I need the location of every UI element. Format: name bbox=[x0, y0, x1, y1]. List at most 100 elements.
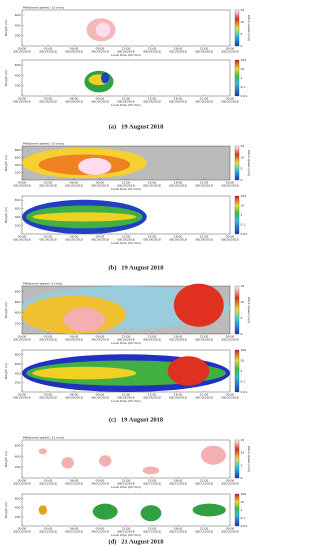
x-tick-time: 15:00 bbox=[148, 479, 157, 483]
x-tick-date: 08/19/2018 bbox=[143, 184, 160, 188]
x-tick-date: 08/19/2018 bbox=[195, 338, 212, 342]
figure: MWs(wind speed): 15 (m/s) Height (m) 200 40… bbox=[4, 6, 251, 546]
y-axis-label: Height (m) bbox=[4, 363, 8, 379]
x-tick-time: 03:00 bbox=[44, 479, 53, 483]
x-tick-date: 08/19/2018 bbox=[117, 238, 134, 242]
colorbar-tick-label: 1 bbox=[241, 213, 243, 217]
x-tick-date: 08/19/2018 bbox=[91, 50, 108, 54]
x-tick-date: 08/20/2018 bbox=[221, 50, 238, 54]
plot-title: MWs(wind speed): 5 (m/s) bbox=[23, 282, 62, 286]
x-tick-time: 03:00 bbox=[44, 335, 53, 339]
x-tick-time: 12:00 bbox=[122, 479, 131, 483]
colorbar-tick-label: 10 bbox=[241, 67, 245, 71]
x-tick-time: 18:00 bbox=[174, 393, 183, 397]
x-tick-time: 21:00 bbox=[200, 479, 209, 483]
x-tick-time: 21:00 bbox=[200, 335, 209, 339]
x-tick-date: 08/21/2018 bbox=[169, 530, 186, 534]
x-tick-time: 00:00 bbox=[226, 479, 235, 483]
x-axis-label: Local time (hh:mm) bbox=[111, 103, 140, 107]
x-tick-date: 08/19/2018 bbox=[39, 338, 56, 342]
colorbar bbox=[234, 349, 240, 393]
y-tick-label: 400 bbox=[15, 23, 21, 27]
y-tick-label: 400 bbox=[15, 506, 21, 510]
x-tick-date: 08/21/2018 bbox=[65, 482, 82, 486]
y-tick-label: 600 bbox=[15, 362, 21, 366]
y-axis-label: Height (m) bbox=[4, 155, 8, 171]
colorbar-tick-label: 0 bbox=[241, 44, 243, 48]
colorbar-tick-label: 10 bbox=[241, 20, 245, 24]
x-tick-date: 08/19/2018 bbox=[91, 238, 108, 242]
colorbar-tick-label: 5 bbox=[241, 167, 243, 171]
y-tick-label: 600 bbox=[15, 155, 21, 159]
colorbar-tick-label: 1 bbox=[241, 369, 243, 373]
colorbar-tick-label: 5 bbox=[241, 32, 243, 36]
colorbar-label: Wind speed (m/s) bbox=[247, 297, 251, 323]
x-tick-time: 18:00 bbox=[174, 479, 183, 483]
plot-area bbox=[21, 59, 231, 97]
x-tick-time: 09:00 bbox=[96, 335, 105, 339]
x-tick-time: 00:00 bbox=[18, 97, 27, 101]
field-pattern bbox=[167, 356, 210, 386]
colorbar-tick-label: 0.1 bbox=[241, 380, 246, 384]
colorbar-tick-label: 10 bbox=[241, 155, 245, 159]
y-tick-label: 400 bbox=[15, 73, 21, 77]
x-tick-time: 18:00 bbox=[174, 335, 183, 339]
y-tick-label: 800 bbox=[15, 289, 21, 293]
x-tick-time: 12:00 bbox=[122, 235, 131, 239]
x-tick-time: 09:00 bbox=[96, 181, 105, 185]
x-tick-date: 08/19/2018 bbox=[13, 238, 30, 242]
colorbar-tick-label: 0.01 bbox=[241, 524, 248, 528]
x-tick-date: 08/21/2018 bbox=[143, 482, 160, 486]
x-tick-date: 08/19/2018 bbox=[65, 396, 82, 400]
colorbar-tick-label: 15 bbox=[241, 144, 245, 148]
x-axis-label: Local time (hh:mm) bbox=[111, 53, 140, 57]
x-tick-time: 12:00 bbox=[122, 47, 131, 51]
colorbar bbox=[234, 145, 240, 181]
colorbar-label: Wind speed (m/s) bbox=[247, 446, 251, 472]
x-tick-time: 06:00 bbox=[70, 335, 79, 339]
panel-caption: (b) 19 August 2018 bbox=[108, 264, 164, 271]
colorbar-tick-label: 15 bbox=[241, 8, 245, 12]
x-tick-date: 08/19/2018 bbox=[91, 338, 108, 342]
x-tick-date: 08/19/2018 bbox=[91, 184, 108, 188]
colorbar-tick-label: 15 bbox=[241, 438, 245, 442]
panel-caption: (a) 19 August 2018 bbox=[109, 123, 164, 130]
field-pattern bbox=[63, 307, 106, 332]
colorbar-tick-label: 0.01 bbox=[241, 390, 248, 394]
x-tick-time: 06:00 bbox=[70, 393, 79, 397]
x-tick-date: 08/19/2018 bbox=[169, 184, 186, 188]
y-tick-label: 200 bbox=[15, 381, 21, 385]
x-tick-date: 08/19/2018 bbox=[143, 50, 160, 54]
x-tick-date: 08/21/2018 bbox=[117, 530, 134, 534]
x-tick-time: 12:00 bbox=[122, 527, 131, 531]
x-tick-date: 08/19/2018 bbox=[65, 238, 82, 242]
x-tick-date: 08/19/2018 bbox=[143, 100, 160, 104]
x-tick-time: 06:00 bbox=[70, 97, 79, 101]
colorbar-tick-label: 10 bbox=[241, 359, 245, 363]
x-tick-time: 15:00 bbox=[148, 335, 157, 339]
x-tick-time: 00:00 bbox=[226, 527, 235, 531]
x-tick-date: 08/19/2018 bbox=[13, 184, 30, 188]
colorbar-tick-label: 0.1 bbox=[241, 516, 246, 520]
x-tick-date: 08/19/2018 bbox=[13, 50, 30, 54]
y-tick-label: 800 bbox=[15, 198, 21, 202]
colorbar-tick-label: 10 bbox=[241, 204, 245, 208]
colorbar bbox=[234, 439, 240, 479]
x-tick-time: 06:00 bbox=[70, 527, 79, 531]
x-tick-date: 08/21/2018 bbox=[169, 482, 186, 486]
colorbar-tick-label: 0.1 bbox=[241, 85, 246, 89]
x-tick-time: 09:00 bbox=[96, 393, 105, 397]
x-tick-date: 08/19/2018 bbox=[169, 50, 186, 54]
x-tick-time: 18:00 bbox=[174, 97, 183, 101]
x-tick-date: 08/19/2018 bbox=[195, 396, 212, 400]
colorbar-tick-label: 0 bbox=[241, 178, 243, 182]
y-axis-label: Height (m) bbox=[4, 20, 8, 36]
x-tick-time: 15:00 bbox=[148, 393, 157, 397]
x-tick-time: 00:00 bbox=[226, 47, 235, 51]
x-tick-time: 09:00 bbox=[96, 527, 105, 531]
field-pattern bbox=[98, 455, 112, 467]
x-tick-date: 08/21/2018 bbox=[13, 482, 30, 486]
x-tick-date: 08/21/2018 bbox=[117, 482, 134, 486]
x-tick-time: 15:00 bbox=[148, 235, 157, 239]
colorbar-tick-label: 5 bbox=[241, 316, 243, 320]
